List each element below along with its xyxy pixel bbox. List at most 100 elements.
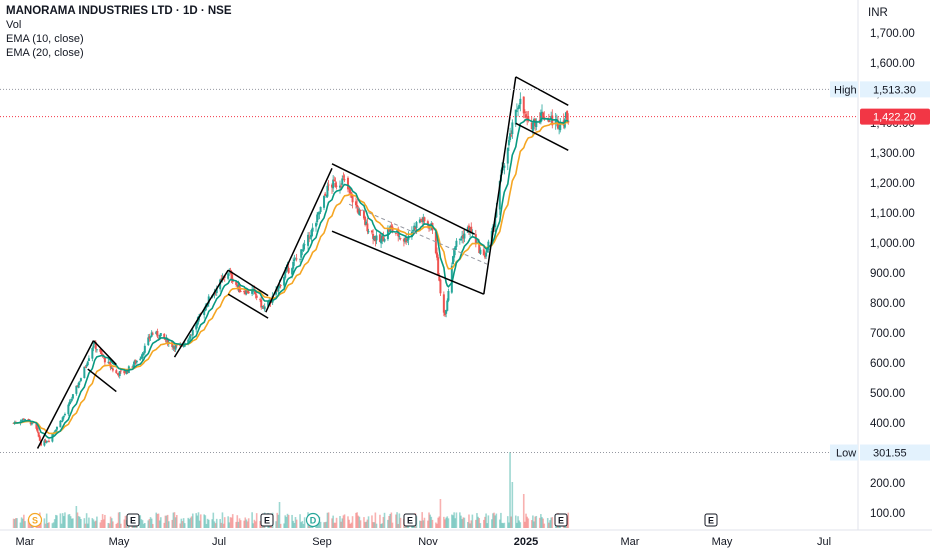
candle-body bbox=[244, 291, 247, 295]
volume-bar bbox=[333, 522, 336, 528]
candle-body bbox=[108, 362, 111, 364]
ema-10-line[interactable] bbox=[13, 117, 569, 439]
candle-body bbox=[511, 122, 514, 135]
trend-line[interactable] bbox=[92, 340, 117, 366]
earnings-marker-icon[interactable] bbox=[260, 513, 274, 527]
volume-bar bbox=[301, 521, 304, 528]
volume-bar bbox=[511, 482, 514, 528]
candle-body bbox=[36, 428, 39, 432]
dashed-midline[interactable] bbox=[348, 203, 488, 265]
trend-line[interactable] bbox=[87, 368, 117, 393]
volume-bar bbox=[348, 519, 350, 528]
trend-line[interactable] bbox=[36, 340, 95, 449]
candle-body bbox=[267, 301, 270, 307]
volume-bar bbox=[390, 512, 393, 528]
trend-line[interactable] bbox=[331, 230, 485, 295]
candle-body bbox=[103, 357, 106, 363]
volume-bar bbox=[533, 521, 535, 528]
volume-bar bbox=[158, 520, 161, 528]
volume-bar bbox=[47, 523, 49, 528]
trend-line[interactable] bbox=[227, 269, 269, 297]
volume-bar bbox=[567, 512, 570, 528]
volume-bar bbox=[327, 512, 330, 528]
candle-body bbox=[245, 289, 248, 295]
volume-bar bbox=[510, 516, 512, 528]
trend-line[interactable] bbox=[515, 122, 569, 151]
volume-legend[interactable]: Vol bbox=[6, 19, 22, 31]
volume-bar bbox=[399, 517, 402, 528]
candle-body bbox=[374, 237, 377, 242]
earnings-marker-icon[interactable] bbox=[403, 513, 417, 527]
trend-line[interactable] bbox=[265, 167, 333, 313]
volume-bar bbox=[340, 521, 342, 528]
volume-bar bbox=[452, 515, 454, 528]
candle-body bbox=[399, 237, 402, 239]
dividend-marker-icon[interactable] bbox=[305, 512, 321, 528]
candle-body bbox=[173, 346, 176, 349]
candle-body bbox=[308, 236, 311, 238]
earnings-marker-icon[interactable] bbox=[704, 513, 718, 527]
candle-body bbox=[422, 217, 425, 223]
volume-bar bbox=[428, 512, 430, 528]
volume-bar bbox=[444, 519, 446, 528]
high-value-box bbox=[860, 81, 930, 98]
candle-body bbox=[196, 320, 199, 326]
y-tick-label: 500.00 bbox=[870, 388, 905, 400]
candle-body bbox=[92, 345, 95, 348]
volume-bar bbox=[92, 519, 95, 528]
trend-line[interactable] bbox=[173, 269, 229, 358]
volume-bar bbox=[163, 522, 166, 528]
candle-body bbox=[459, 238, 462, 241]
volume-bar bbox=[439, 499, 442, 528]
trend-line[interactable] bbox=[483, 76, 517, 295]
candle-body bbox=[246, 289, 249, 294]
volume-bar bbox=[461, 519, 463, 528]
volume-bar bbox=[59, 513, 62, 528]
low-label: Low bbox=[836, 448, 856, 460]
candle-body bbox=[131, 366, 134, 368]
volume-bar bbox=[255, 513, 258, 528]
volume-bar bbox=[220, 522, 223, 528]
candle-body bbox=[215, 288, 218, 294]
earnings-marker-icon[interactable] bbox=[554, 513, 568, 527]
volume-bar bbox=[447, 518, 450, 528]
volume-bar bbox=[172, 512, 175, 528]
split-marker-icon[interactable] bbox=[27, 512, 43, 528]
ema-slow-legend[interactable]: EMA (20, close) bbox=[6, 47, 84, 59]
earnings-marker-icon[interactable] bbox=[126, 513, 140, 527]
candle-body bbox=[317, 212, 320, 215]
ema-20-line[interactable] bbox=[13, 121, 569, 435]
symbol-title[interactable]: MANORAMA INDUSTRIES LTD · 1D · NSE bbox=[6, 5, 232, 17]
candle-body bbox=[24, 419, 26, 421]
volume-bar bbox=[438, 516, 441, 528]
trend-line[interactable] bbox=[515, 76, 569, 106]
y-tick-label: 1,200.00 bbox=[870, 178, 915, 190]
volume-bar bbox=[156, 513, 159, 528]
candle-body bbox=[315, 223, 318, 227]
candle-body bbox=[261, 306, 264, 307]
candle-body bbox=[237, 284, 240, 288]
volume-bar bbox=[83, 518, 86, 528]
volume-bar bbox=[300, 522, 302, 528]
last-price-box[interactable] bbox=[860, 108, 930, 125]
candle-body bbox=[143, 345, 146, 353]
candle-body bbox=[191, 329, 194, 336]
volume-bar bbox=[359, 520, 362, 528]
volume-bar bbox=[237, 521, 240, 528]
x-tick-label: Sep bbox=[312, 536, 332, 548]
trend-line[interactable] bbox=[331, 163, 476, 235]
volume-bar bbox=[24, 521, 26, 528]
candle-body bbox=[447, 290, 450, 301]
volume-bar bbox=[542, 518, 544, 528]
volume-bar bbox=[99, 522, 102, 528]
trend-line[interactable] bbox=[227, 293, 269, 319]
volume-bar bbox=[389, 513, 392, 528]
candle-body bbox=[157, 337, 160, 339]
candle-body bbox=[373, 236, 376, 241]
volume-bar bbox=[117, 512, 120, 528]
volume-bar bbox=[45, 513, 48, 528]
volume-bar bbox=[342, 515, 345, 528]
volume-bar bbox=[55, 514, 57, 528]
ema-fast-legend[interactable]: EMA (10, close) bbox=[6, 33, 84, 45]
